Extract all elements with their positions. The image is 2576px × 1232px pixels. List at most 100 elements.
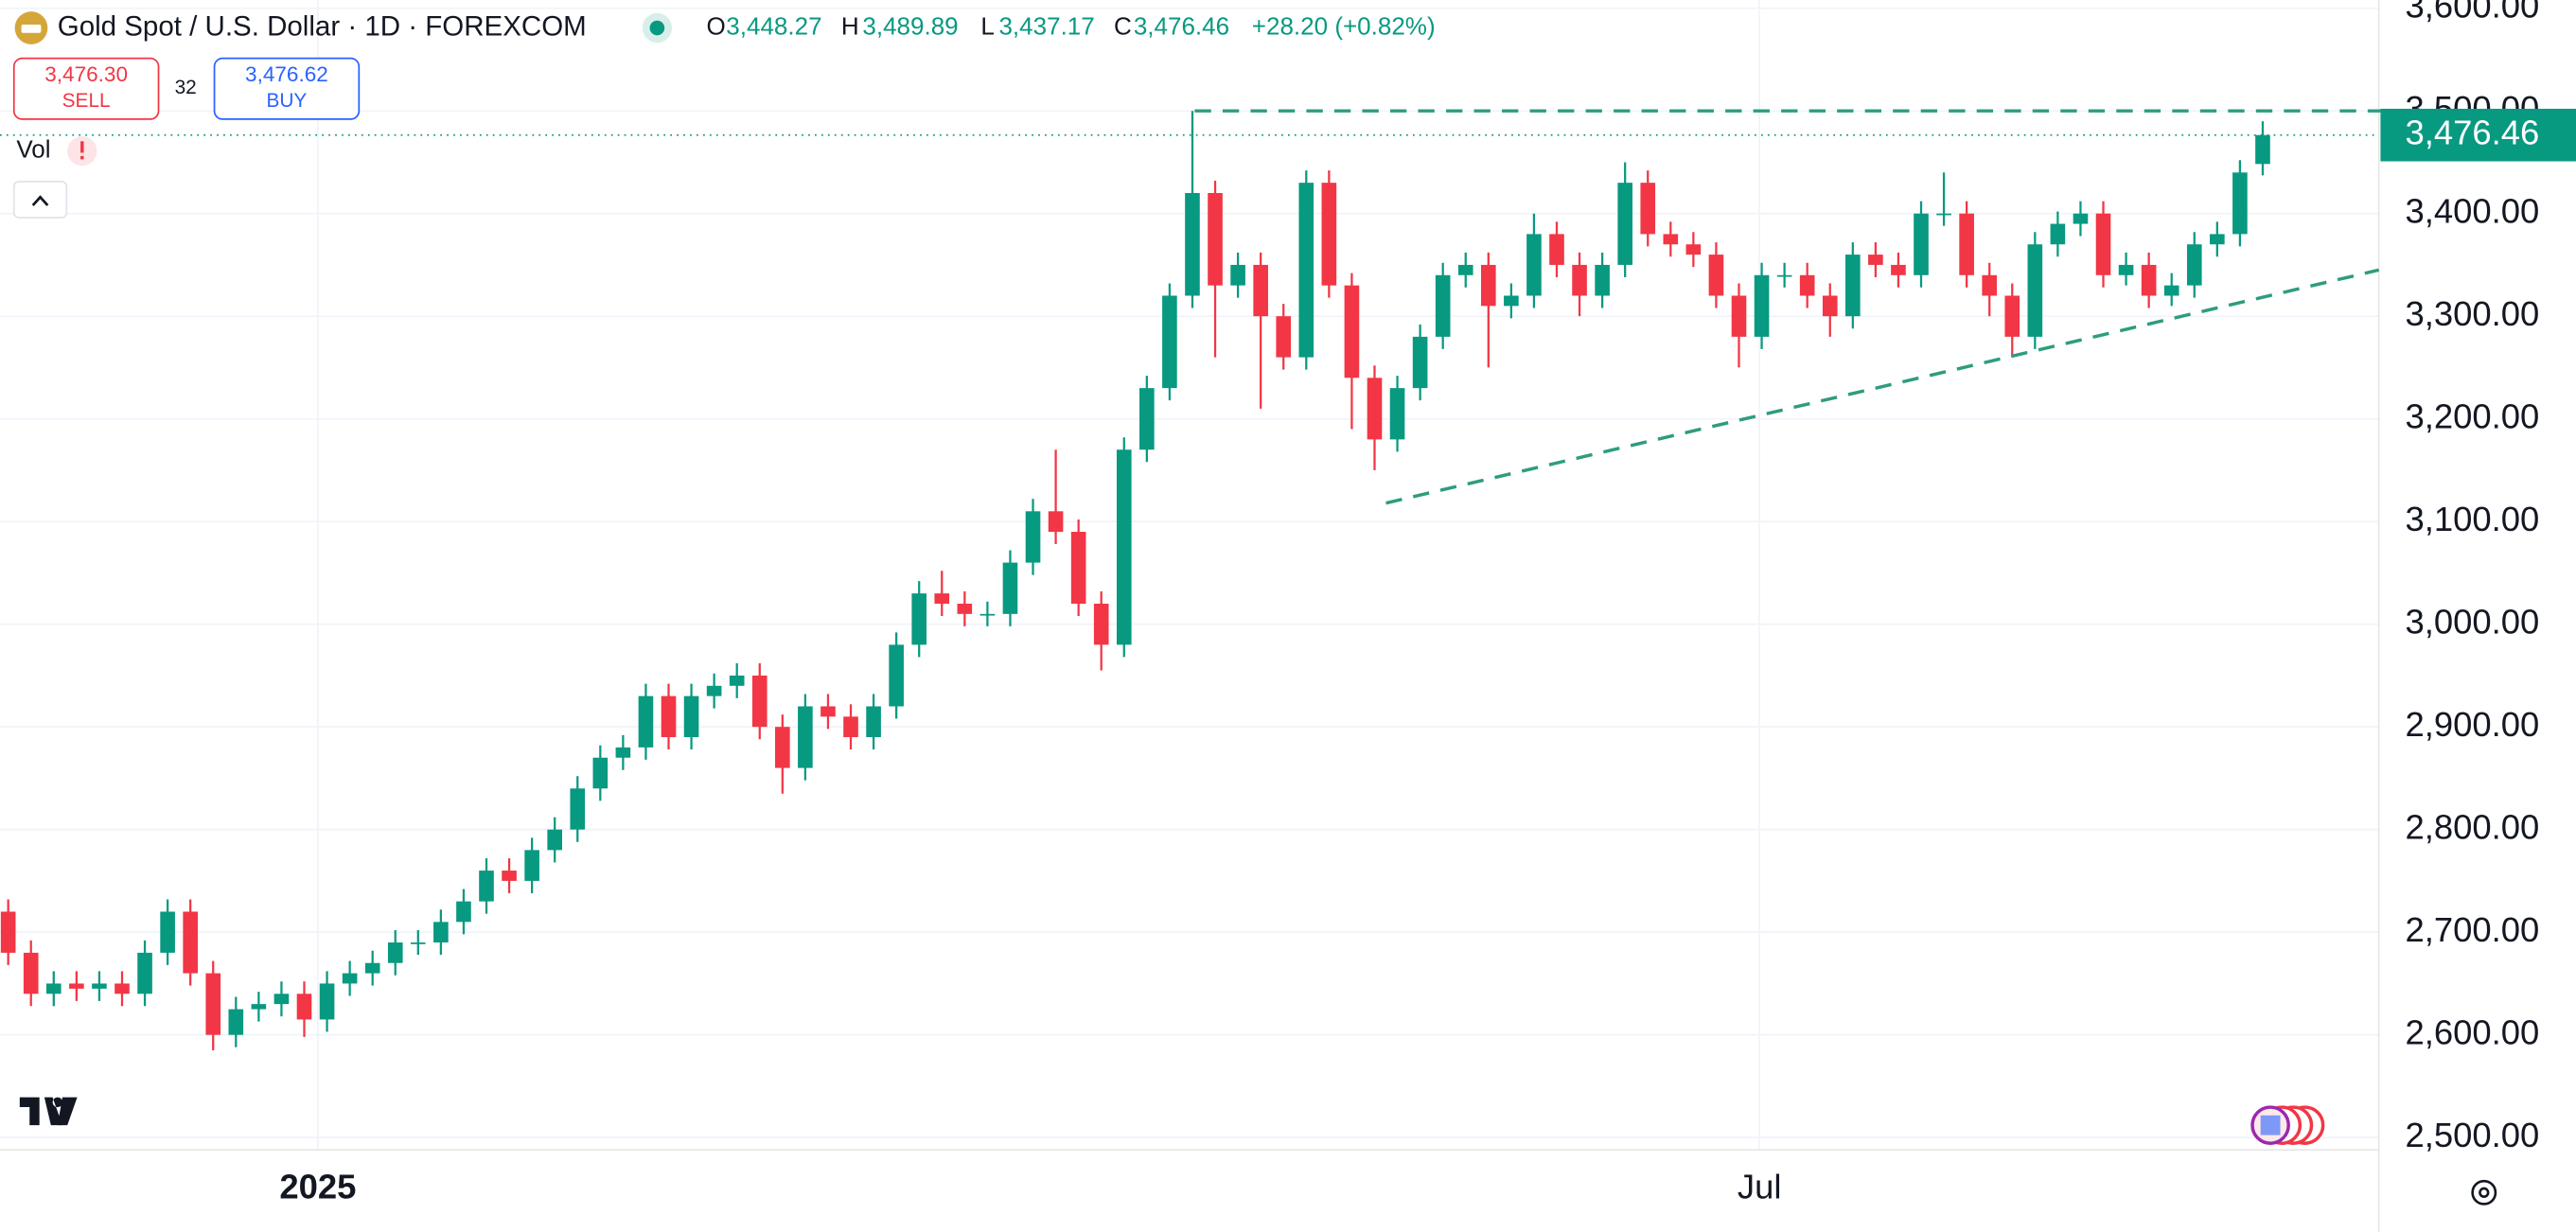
candle-body (1298, 183, 1314, 358)
buy-button[interactable] (213, 57, 361, 120)
candle-body (251, 1004, 267, 1010)
x-tick-label: Jul (1738, 1167, 1782, 1206)
candle-body (615, 747, 631, 758)
ohlc-value: 3,476.46 (1134, 11, 1229, 40)
candle-body (479, 871, 494, 902)
candle-body (1457, 264, 1473, 275)
candle-body (364, 962, 380, 974)
candle-body (1344, 285, 1360, 378)
candle-body (592, 757, 609, 789)
candle-body (683, 695, 699, 738)
ohlc-value: 3,489.89 (862, 11, 958, 40)
candle-body (843, 716, 858, 738)
y-tick-label: 3,600.00 (2405, 0, 2539, 25)
candle-body (1162, 295, 1177, 389)
flag-icon (2260, 1115, 2281, 1135)
collapse-button[interactable] (12, 180, 68, 219)
candle-body (866, 706, 881, 738)
candle-body (2141, 264, 2157, 296)
candle-body (957, 603, 973, 614)
candle-body (1116, 449, 1132, 645)
last-price-label: 3,476.46 (2405, 113, 2539, 151)
candle-body (1208, 192, 1223, 286)
candle-body (273, 994, 290, 1005)
trend-line (1385, 268, 2380, 505)
candle-body (1936, 213, 1951, 216)
candle-body (296, 994, 312, 1020)
candle-body (1549, 234, 1564, 265)
candle-body (751, 675, 768, 728)
candle-body (45, 983, 62, 994)
y-tick-label: 2,500.00 (2405, 1116, 2539, 1154)
candle-body (183, 911, 198, 974)
candle-body (1526, 234, 1542, 296)
candle-body (1708, 255, 1724, 296)
candle-body (1640, 183, 1656, 235)
candle-body (1845, 255, 1861, 317)
y-tick-label: 2,700.00 (2405, 910, 2539, 949)
spread: 32 (175, 77, 197, 98)
settings-icon[interactable] (2471, 1179, 2497, 1206)
y-tick-label: 3,300.00 (2405, 294, 2539, 333)
candle-body (69, 983, 84, 989)
candle-body (1070, 532, 1086, 604)
symbol-icon-bar (21, 25, 42, 33)
candle-body (2255, 134, 2270, 165)
candle-body (2004, 295, 2020, 337)
overlay: Gold Spot / U.S. Dollar · 1D · FOREXCOM … (12, 10, 2497, 1206)
candle-body (1868, 255, 1883, 265)
tradingview-logo (19, 1097, 63, 1126)
sell-price: 3,476.30 (44, 62, 128, 86)
candle-body (1093, 603, 1109, 645)
candle-body (2232, 172, 2248, 235)
market-status-dot (649, 20, 665, 36)
tradingview-logo-part (57, 1097, 78, 1126)
candle-body (319, 983, 335, 1020)
y-tick-label: 2,800.00 (2405, 807, 2539, 846)
candle-body (1754, 274, 1770, 337)
candle-body (2163, 285, 2179, 296)
candle-body (979, 613, 996, 616)
candle-body (1025, 511, 1041, 563)
candle-body (115, 983, 130, 994)
candle-body (729, 675, 745, 686)
candle-body (228, 1009, 244, 1035)
candle-body (1822, 295, 1838, 317)
candle-body (1139, 388, 1155, 450)
candle-body (456, 901, 471, 923)
candle-body (638, 695, 654, 748)
candle-body (1185, 192, 1200, 296)
candle-body (1048, 511, 1064, 533)
y-tick-label: 3,100.00 (2405, 500, 2539, 538)
ohlc-value: 3,437.17 (998, 11, 1094, 40)
sell-button[interactable] (12, 57, 160, 120)
ohlc-label: H (841, 11, 859, 40)
settings-icon-center (2479, 1187, 2490, 1198)
candle-body (2095, 213, 2111, 275)
buy-label: BUY (267, 90, 308, 112)
candle-body (820, 706, 836, 717)
y-tick-label: 3,200.00 (2405, 396, 2539, 435)
candle-body (160, 911, 175, 953)
candle-body (934, 593, 950, 604)
volume-label: Vol (16, 135, 50, 164)
ohlc-label: O (706, 11, 725, 40)
candle-body (661, 695, 677, 738)
ohlc-change: +28.20 (+0.82%) (1252, 11, 1436, 40)
candle-body (23, 952, 39, 994)
candle-body (1595, 264, 1610, 296)
plot-area (0, 111, 2270, 1050)
candle-body (92, 983, 107, 989)
candle-body (410, 942, 426, 944)
x-tick-label: 2025 (279, 1167, 356, 1206)
candle-body (1572, 264, 1587, 296)
candle-body (2050, 223, 2066, 245)
buy-price: 3,476.62 (245, 62, 328, 86)
candle-body (706, 685, 722, 696)
candle-body (1685, 244, 1702, 255)
candle-body (775, 727, 790, 768)
grid (0, 0, 2379, 1151)
candle-body (798, 706, 813, 768)
candle-body (1435, 274, 1451, 337)
